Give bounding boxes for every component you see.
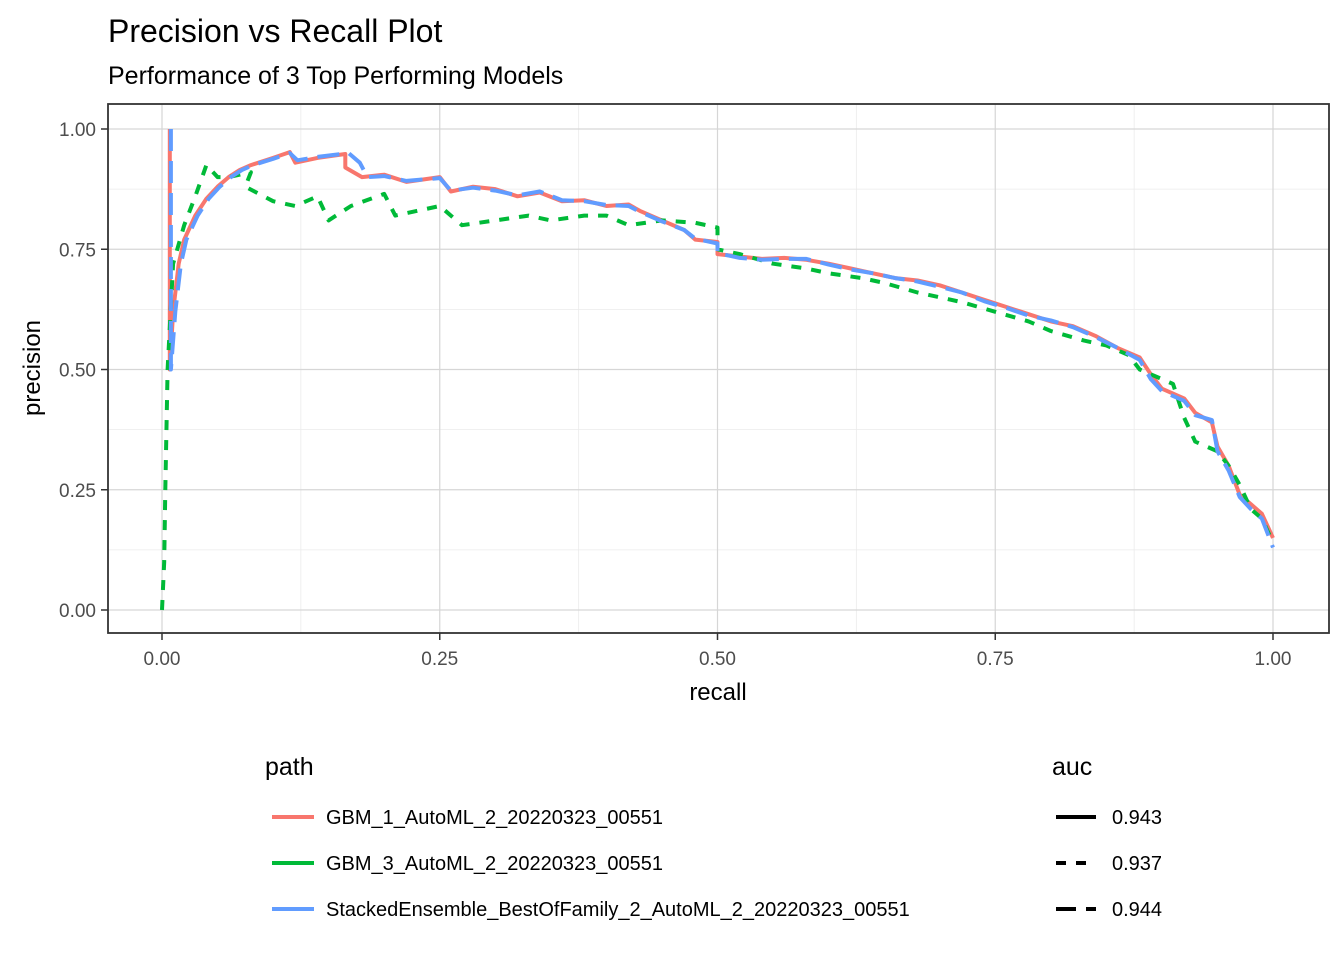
series-lines (160, 129, 1275, 611)
axis-ticks: 0.00 0.25 0.50 0.75 1.00 0.00 0.25 0.50 0.75 1.00 (59, 120, 1291, 670)
legend-label-auc-2: 0.944 (1112, 899, 1162, 921)
legend-label-auc-1: 0.937 (1112, 853, 1162, 875)
y-axis-title: precision (19, 320, 46, 416)
chart-title: Precision vs Recall Plot (108, 13, 442, 49)
legend-title-auc: auc (1052, 753, 1092, 781)
legend-label-gbm3: GBM_3_AutoML_2_20220323_00551 (326, 853, 663, 875)
series-line-3 (168, 129, 1275, 549)
y-tick-label: 0.00 (59, 601, 96, 622)
chart-subtitle: Performance of 3 Top Performing Models (108, 62, 563, 90)
legend-label-gbm1: GBM_1_AutoML_2_20220323_00551 (326, 807, 663, 829)
x-tick-label: 0.25 (421, 649, 458, 670)
x-tick-label: 0.00 (144, 649, 181, 670)
legend: path GBM_1_AutoML_2_20220323_00551 GBM_3… (265, 753, 1162, 921)
y-tick-label: 0.25 (59, 481, 96, 502)
legend-title-path: path (265, 753, 314, 781)
x-tick-label: 0.75 (977, 649, 1014, 670)
y-tick-label: 1.00 (59, 120, 96, 141)
y-tick-label: 0.50 (59, 361, 96, 382)
x-tick-label: 1.00 (1255, 649, 1292, 670)
y-tick-label: 0.75 (59, 240, 96, 261)
series-line-1 (167, 129, 1275, 539)
series-line-2 (160, 163, 1275, 611)
legend-label-auc-0: 0.943 (1112, 807, 1162, 829)
legend-label-stacked: StackedEnsemble_BestOfFamily_2_AutoML_2_… (326, 899, 910, 921)
x-tick-label: 0.50 (699, 649, 736, 670)
x-axis-title: recall (689, 679, 746, 706)
plot-panel-border (107, 103, 1330, 634)
